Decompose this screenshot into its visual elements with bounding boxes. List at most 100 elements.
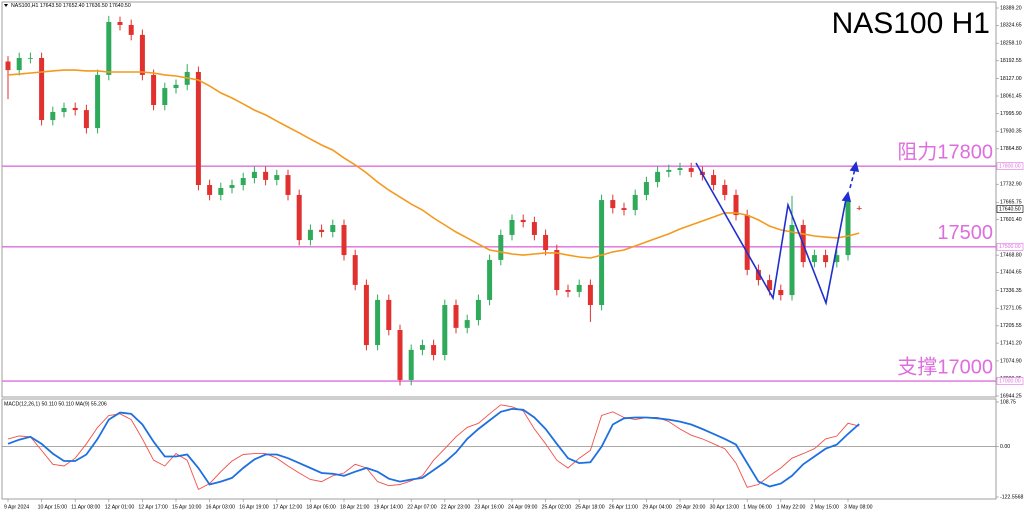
y-tick-label: 17141.20: [1000, 340, 1022, 346]
x-tick-label: 30 Apr 13:00: [710, 504, 740, 510]
level-label: 阻力17800: [897, 140, 993, 163]
y-tick-label: 17271.05: [1000, 306, 1022, 312]
x-tick-label: 17 Apr 12:00: [273, 504, 303, 510]
macd-line: [7, 407, 860, 488]
candle-body: [554, 249, 560, 291]
candle-body: [487, 259, 493, 300]
candle-body: [845, 200, 851, 256]
chart-title: NAS100 H1: [832, 7, 990, 40]
x-tick-label: 22 Apr 07:00: [407, 504, 437, 510]
candle-body: [587, 284, 593, 306]
y-tick-label: 18061.45: [1000, 93, 1022, 99]
x-tick-label: 25 Apr 18:00: [575, 504, 605, 510]
x-tick-label: 16 Apr 03:00: [206, 504, 236, 510]
candle-body: [218, 187, 224, 195]
candle-body: [375, 299, 381, 346]
y-tick-label: 17930.35: [1000, 129, 1022, 135]
x-tick-label: 29 Apr 04:00: [642, 504, 672, 510]
y-tick-label: 17205.55: [1000, 323, 1022, 329]
x-tick-label: 10 Apr 15:00: [38, 504, 68, 510]
y-tick-label: 17995.90: [1000, 111, 1022, 117]
macd-panel: [1, 398, 997, 500]
macd-tick-label: -122.5568: [1000, 494, 1023, 500]
candle-body: [509, 219, 515, 235]
candle-body: [789, 225, 795, 296]
candle-body: [128, 24, 134, 35]
candle-body: [72, 107, 78, 111]
drawn-trend-lines: [695, 161, 860, 306]
candle-body: [733, 194, 739, 216]
candle-body: [431, 345, 437, 355]
x-tick-label: 1 May 22:00: [777, 504, 806, 510]
candle-body: [576, 284, 582, 292]
candle-body: [117, 22, 123, 25]
last-price-label: 17640.50: [999, 206, 1021, 212]
x-tick-label: 25 Apr 02:00: [542, 504, 572, 510]
level-tag: [996, 242, 1024, 251]
candle-body: [856, 208, 862, 210]
candle-body: [296, 194, 302, 241]
candle-body: [319, 229, 325, 233]
x-tick-label: 3 May 08:00: [844, 504, 873, 510]
candle-body: [419, 345, 425, 350]
candle-body: [151, 74, 157, 105]
candle-body: [39, 57, 45, 121]
candle-body: [285, 175, 291, 195]
candle-body: [475, 299, 481, 321]
candle-body: [251, 171, 257, 179]
x-tick-label: 29 Apr 20:00: [676, 504, 706, 510]
y-tick-label: 17074.90: [1000, 358, 1022, 364]
x-tick-label: 9 Apr 2024: [4, 504, 29, 510]
candle-body: [621, 208, 627, 210]
candle-body: [386, 299, 392, 331]
candle-body: [16, 57, 22, 71]
x-tick-label: 2 May 15:00: [810, 504, 839, 510]
candle-body: [599, 200, 605, 306]
candle-body: [767, 280, 773, 291]
x-tick-label: 15 Apr 10:00: [172, 504, 202, 510]
macd-tick-label: 108.75: [1000, 399, 1016, 405]
candle-body: [274, 175, 280, 180]
x-tick-label: 18 Apr 21:00: [340, 504, 370, 510]
projection-line: [849, 168, 856, 189]
x-tick-label: 26 Apr 11:00: [609, 504, 638, 510]
candle-body: [632, 194, 638, 210]
candle-body: [778, 290, 784, 296]
x-tick-label: 12 Apr 17:00: [138, 504, 168, 510]
candle-body: [823, 255, 829, 263]
level-tag-label: 17000.00: [999, 378, 1021, 384]
y-tick-label: 18324.65: [1000, 23, 1022, 29]
y-tick-label: 17601.40: [1000, 217, 1022, 223]
candle-body: [688, 168, 694, 172]
macd-label: MACD(12,26,1) 50.110 50.110 MA(9) 55.206: [4, 401, 107, 407]
chart-header: NAS100,H1 17643.50 17652.40 17636.50 176…: [11, 3, 131, 9]
trend-line: [695, 162, 847, 306]
candle-body: [162, 88, 168, 105]
marks: 18389.20 18324.65 18258.10 18192.55 18127.00…: [2, 5, 1023, 510]
candle-body: [722, 185, 728, 195]
candle-body: [811, 255, 817, 263]
level-tag: [996, 162, 1024, 171]
price-panel: [1, 1, 997, 398]
candle-body: [83, 110, 89, 129]
x-tick-label: 19 Apr 14:00: [374, 504, 404, 510]
candle-body: [240, 178, 246, 186]
candle-body: [352, 255, 358, 285]
y-tick-label: 18192.55: [1000, 58, 1022, 64]
y-tick-label: 18389.20: [1000, 5, 1022, 11]
y-tick-label: 18127.00: [1000, 76, 1022, 82]
candle-body: [61, 107, 67, 112]
moving-average: [7, 69, 860, 259]
candle-body: [106, 22, 112, 75]
candle-body: [5, 61, 11, 71]
candle-body: [543, 234, 549, 250]
y-tick-label: 16944.25: [1000, 393, 1022, 399]
level-label: 支撑17000: [897, 355, 993, 378]
candle-body: [531, 222, 537, 235]
candle-body: [464, 320, 470, 328]
candle-body: [307, 229, 313, 241]
x-tick-label: 12 Apr 01:00: [105, 504, 135, 510]
y-tick-label: 17404.65: [1000, 270, 1022, 276]
candle-body: [565, 290, 571, 292]
